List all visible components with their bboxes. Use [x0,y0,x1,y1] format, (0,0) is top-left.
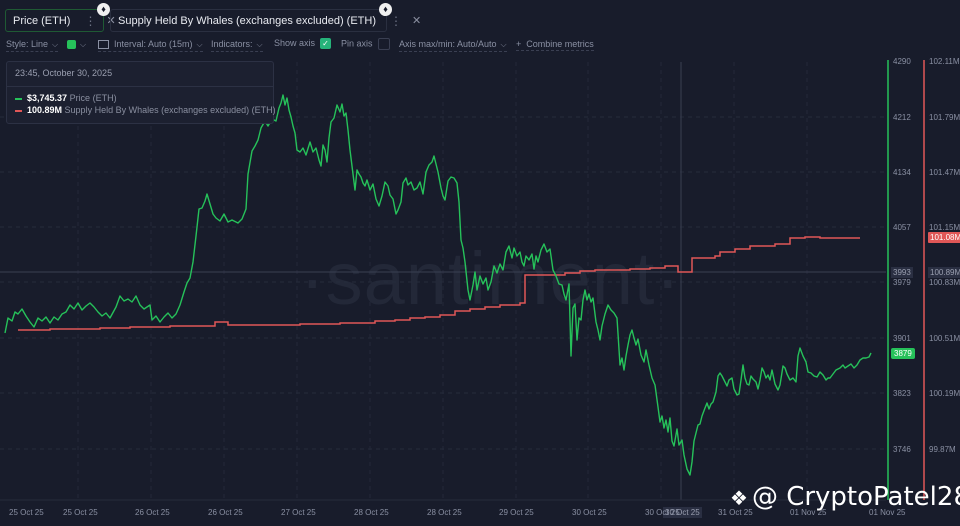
color-dropdown[interactable]: ⌵ [67,39,86,51]
metric-tab-supply-whales[interactable]: Supply Held By Whales (exchanges exclude… [110,9,421,32]
calendar-icon [98,40,109,50]
price-axis-label: 3979 [893,278,911,287]
current-supply-tag: 101.08M [928,232,960,243]
chart-toolbar: Style: Line ⌵ ⌵ Interval: Auto (15m) ⌵ Ind… [0,38,960,53]
metric-label: Supply Held By Whales (exchanges exclude… [118,14,377,27]
x-axis-label: 29 Oct 25 [499,508,534,517]
x-axis-label: 30 Oct 25 [572,508,607,517]
credit-text: @ CryptoPatel28 [751,482,960,512]
axis-maxmin-label: Axis max/min: Auto/Auto [399,39,497,49]
x-axis-label: 25 Oct 25 [9,508,44,517]
supply-axis-label: 101.79M [929,113,960,122]
x-axis-label: 30 Oct 25 [645,508,680,517]
tooltip-row-supply: 100.89M Supply Held By Whales (exchanges… [7,104,276,116]
x-axis-label: 27 Oct 25 [281,508,316,517]
chevron-down-icon: ⌵ [196,40,203,49]
supply-axis-label: 101.15M [929,223,960,232]
tooltip-date: 23:45, October 30, 2025 [7,62,273,87]
price-axis-label: 3823 [893,389,911,398]
close-icon[interactable]: ✕ [106,15,116,27]
price-axis-label: 4290 [893,57,911,66]
indicators-dropdown[interactable]: Indicators: ⌵ [211,39,263,52]
pin-axis-label: Pin axis [341,38,373,49]
supply-axis-label: 101.47M [929,168,960,177]
tooltip-metric-name: Supply Held By Whales (exchanges exclude… [64,105,276,115]
checkbox-checked-icon[interactable]: ✓ [320,38,332,50]
crosshair-supply-tag: 100.89M [928,267,960,278]
price-line [4,94,872,476]
x-axis-label: 26 Oct 25 [135,508,170,517]
price-axis-label: 4134 [893,168,911,177]
supply-axis-label: 102.11M [929,57,960,66]
eth-icon: ♦ [97,3,110,16]
style-dropdown[interactable]: Style: Line ⌵ [6,39,59,52]
supply-axis-label: 100.19M [929,389,960,398]
show-axis-toggle[interactable]: Show axis ✓ [274,38,332,50]
style-label: Style: Line [6,39,49,49]
supply-axis-label: 100.51M [929,334,960,343]
plus-icon: + [516,39,522,49]
x-axis-label: 31 Oct 25 [718,508,753,517]
checkbox-unchecked-icon[interactable] [377,38,390,50]
chevron-down-icon: ⌵ [256,40,263,49]
santiment-watermark: ·santiment· [300,237,682,320]
x-axis-label: 01 Nov 25 [790,508,827,517]
x-axis-label: 01 Nov 25 [869,508,906,517]
axis-maxmin-dropdown[interactable]: Axis max/min: Auto/Auto ⌵ [399,39,507,52]
x-axis-label: 25 Oct 25 [63,508,98,517]
x-axis-label: 28 Oct 25 [427,508,462,517]
legend-swatch [15,109,22,112]
price-axis-label: 3901 [893,334,911,343]
legend-swatch [15,97,22,100]
x-axis-label: 26 Oct 25 [208,508,243,517]
price-axis-label: 4057 [893,223,911,232]
pin-axis-toggle[interactable]: Pin axis [341,38,390,51]
price-axis-label: 4212 [893,113,911,122]
supply-axis-label: 99.87M [929,445,956,454]
color-swatch [67,40,76,50]
x-axis-label: 28 Oct 25 [354,508,389,517]
indicators-label: Indicators: [211,39,253,49]
crosshair-price-tag: 3993 [891,267,913,278]
credit-watermark: ❖ @ CryptoPatel28 [730,482,960,512]
chevron-down-icon: ⌵ [500,40,507,49]
metric-label: Price (ETH) [13,14,71,27]
tooltip-metric-name: Price (ETH) [69,93,117,103]
eth-icon: ♦ [379,3,392,16]
tooltip-value: $3,745.37 [27,93,68,103]
current-price-tag: 3879 [891,348,915,359]
crosshair-date-tag: 30 Oct 25 [663,507,702,518]
interval-dropdown[interactable]: Interval: Auto (15m) ⌵ [98,39,203,52]
show-axis-label: Show axis [274,38,316,48]
more-vertical-icon[interactable]: ⋮ [390,13,403,28]
tooltip-value: 100.89M [27,105,63,115]
metric-tab-price[interactable]: Price (ETH) ⋮ ✕ [5,9,116,32]
more-vertical-icon[interactable]: ⋮ [84,13,97,28]
combine-metrics-button[interactable]: + Combine metrics [516,39,594,51]
tooltip-row-price: $3,745.37 Price (ETH) [7,92,273,104]
combine-metrics-label: Combine metrics [526,39,594,49]
binance-icon: ❖ [730,486,748,510]
supply-axis-label: 100.83M [929,278,960,287]
close-icon[interactable]: ✕ [412,15,422,27]
price-axis-label: 3746 [893,445,911,454]
supply-whales-line [18,236,860,331]
interval-label: Interval: Auto (15m) [114,39,193,49]
chevron-down-icon: ⌵ [52,40,59,49]
hover-tooltip: 23:45, October 30, 2025 $3,745.37 Price … [6,61,276,124]
chevron-down-icon: ⌵ [80,40,87,49]
